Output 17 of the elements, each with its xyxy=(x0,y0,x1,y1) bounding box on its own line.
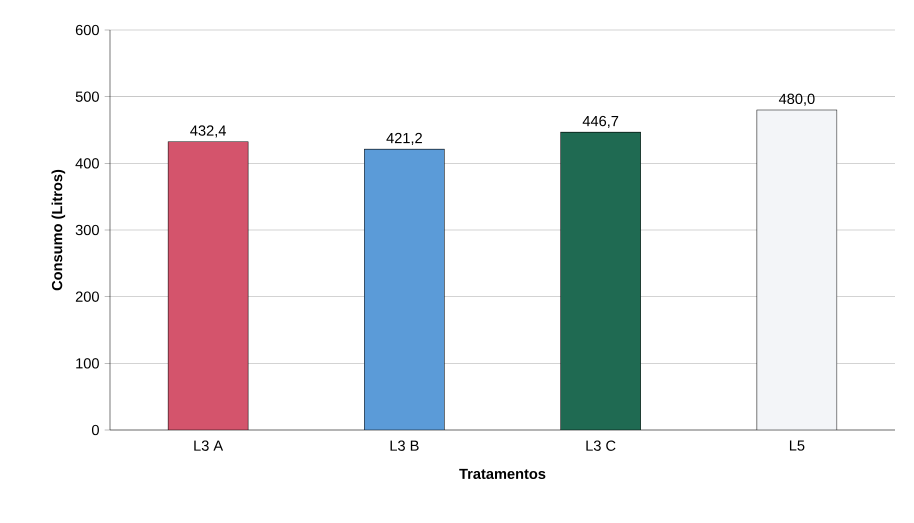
y-tick-label: 600 xyxy=(76,24,99,36)
y-tick-label: 400 xyxy=(75,158,99,169)
y-tick-label: 500 xyxy=(76,92,99,102)
x-tick-label: L3 C xyxy=(586,440,616,451)
y-axis-title: Consumo (Litros) xyxy=(52,170,66,290)
x-tick-label: L3 B xyxy=(390,440,419,451)
y-tick-label: 100 xyxy=(76,358,99,369)
x-tick-label: L3 A xyxy=(194,440,224,451)
data-label: 421,2 xyxy=(386,132,422,145)
x-tick-label: L5 xyxy=(790,440,804,451)
y-tick-label: 0 xyxy=(92,424,99,436)
data-label: 480,0 xyxy=(778,94,815,106)
x-axis-title: Tratamentos xyxy=(459,468,546,480)
y-tick-label: 300 xyxy=(76,224,99,236)
data-label: 446,7 xyxy=(582,116,618,128)
data-label: 432,4 xyxy=(190,125,226,138)
y-tick-label: 200 xyxy=(76,292,99,302)
